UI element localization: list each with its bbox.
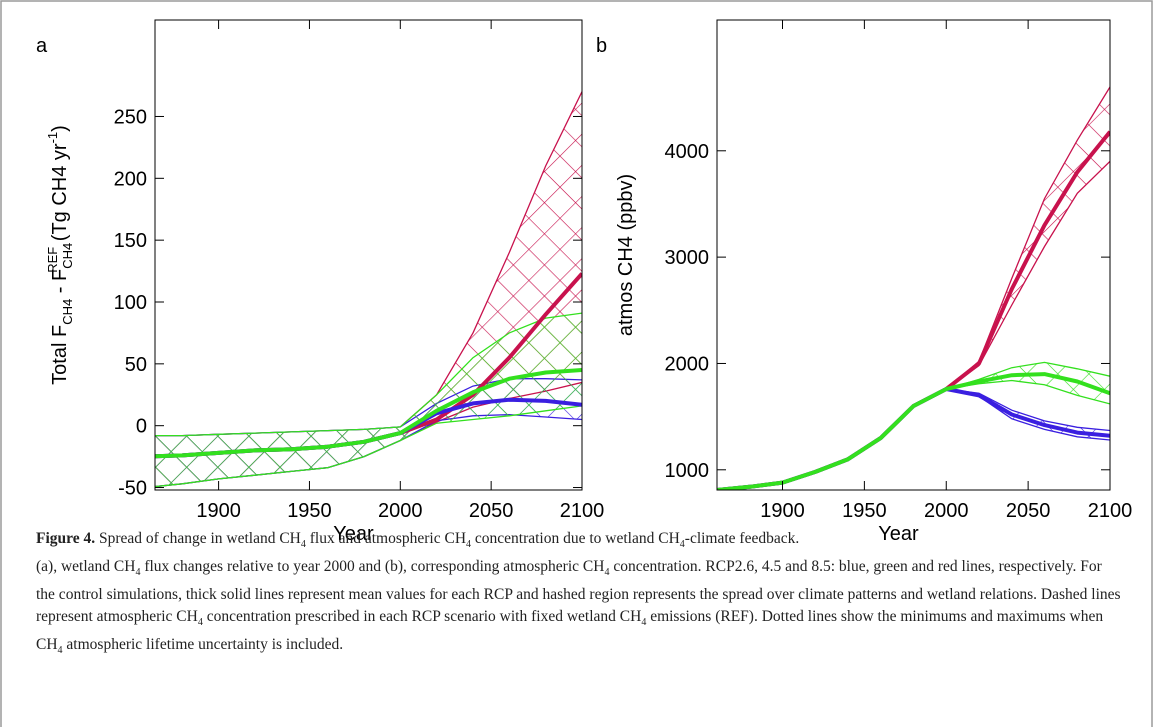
y-axis-label-part: (Tg CH4 yr: [49, 143, 71, 247]
caption-text: concentration due to wetland CH: [471, 530, 680, 547]
y-tick-label: 200: [114, 168, 147, 190]
x-tick-label: 2100: [560, 500, 605, 522]
y-axis-label: Total FCH4 - FCH4REF (Tg CH4 yr-1): [45, 125, 75, 385]
caption-subscript: 4: [197, 617, 203, 629]
mean-line: [155, 368, 582, 459]
x-tick-label: 2050: [469, 500, 514, 522]
plot-frame: [716, 19, 1111, 491]
caption-text: flux and atmospheric CH: [305, 530, 467, 547]
caption: Figure 4. Spread of change in wetland CH…: [36, 528, 1121, 662]
y-tick-label: 250: [114, 106, 147, 128]
x-tick-label: 1950: [287, 500, 332, 522]
x-axis-label: Year: [333, 523, 374, 545]
y-axis-label-part: -1: [45, 132, 60, 144]
y-tick-label: 100: [114, 292, 147, 314]
caption-text: concentration. RCP2.6, 4.5 and 8.5: blue…: [36, 558, 1121, 626]
caption-paragraph: Figure 4. Spread of change in wetland CH…: [36, 528, 1121, 556]
caption-subscript: 4: [466, 539, 472, 551]
caption-subscript: 4: [135, 567, 141, 579]
y-tick-label: 4000: [665, 141, 710, 163]
caption-paragraph: (a), wetland CH4 flux changes relative t…: [36, 556, 1121, 662]
y-axis-label-part: - F: [49, 269, 71, 299]
caption-subscript: 4: [641, 617, 647, 629]
spread-lower: [717, 379, 1110, 490]
y-axis-label-part: REF: [45, 247, 60, 273]
y-axis-label-part: CH4: [60, 243, 75, 269]
y-axis-label-part: ): [49, 125, 71, 132]
x-tick-label: 2100: [1088, 500, 1133, 522]
spread-band: [155, 91, 582, 487]
y-tick-label: 1000: [665, 460, 710, 482]
caption-subscript: 4: [679, 539, 685, 551]
mean-line: [717, 372, 1110, 490]
y-tick-label: 0: [136, 416, 147, 438]
caption-text: atmospheric lifetime uncertainty is incl…: [62, 636, 344, 654]
y-axis-label-part: CH4: [60, 299, 75, 325]
caption-text: (a), wetland CH: [36, 558, 136, 576]
figure-label: Figure 4.: [36, 530, 96, 547]
spread-lower: [155, 405, 582, 488]
plot-area: [717, 86, 1110, 490]
plot-frame: [154, 19, 583, 491]
panel-label: a: [36, 35, 48, 57]
caption-text: emissions (REF). Dotted lines show the m…: [36, 608, 1104, 654]
spread-band: [717, 362, 1110, 490]
x-tick-label: 2000: [924, 500, 969, 522]
y-tick-label: 3000: [665, 247, 710, 269]
y-axis-label-part: atmos CH4 (ppbv): [615, 174, 637, 336]
caption-subscript: 4: [57, 645, 63, 657]
y-tick-label: -50: [118, 478, 147, 500]
x-tick-label: 1950: [842, 500, 887, 522]
caption-subscript: 4: [604, 567, 610, 579]
y-tick-label: 50: [125, 354, 147, 376]
y-axis-label: atmos CH4 (ppbv): [615, 174, 637, 336]
caption-text: concentration prescribed in each RCP sce…: [202, 608, 642, 626]
x-axis-label: Year: [878, 523, 919, 545]
x-tick-label: 2050: [1006, 500, 1051, 522]
plot-area: [155, 91, 582, 488]
spread-upper: [155, 312, 582, 437]
x-tick-label: 1900: [196, 500, 241, 522]
y-tick-label: 150: [114, 230, 147, 252]
caption-text: flux changes relative to year 2000 and (…: [140, 558, 605, 576]
caption-text: Spread of change in wetland CH: [95, 530, 301, 547]
panel-label: b: [596, 35, 607, 57]
x-tick-label: 2000: [378, 500, 423, 522]
caption-text: -climate feedback.: [684, 530, 800, 547]
y-tick-label: 2000: [665, 353, 710, 375]
x-tick-label: 1900: [760, 500, 805, 522]
y-axis-label-part: Total F: [49, 325, 71, 385]
caption-subscript: 4: [300, 539, 306, 551]
mean-line: [717, 130, 1110, 490]
